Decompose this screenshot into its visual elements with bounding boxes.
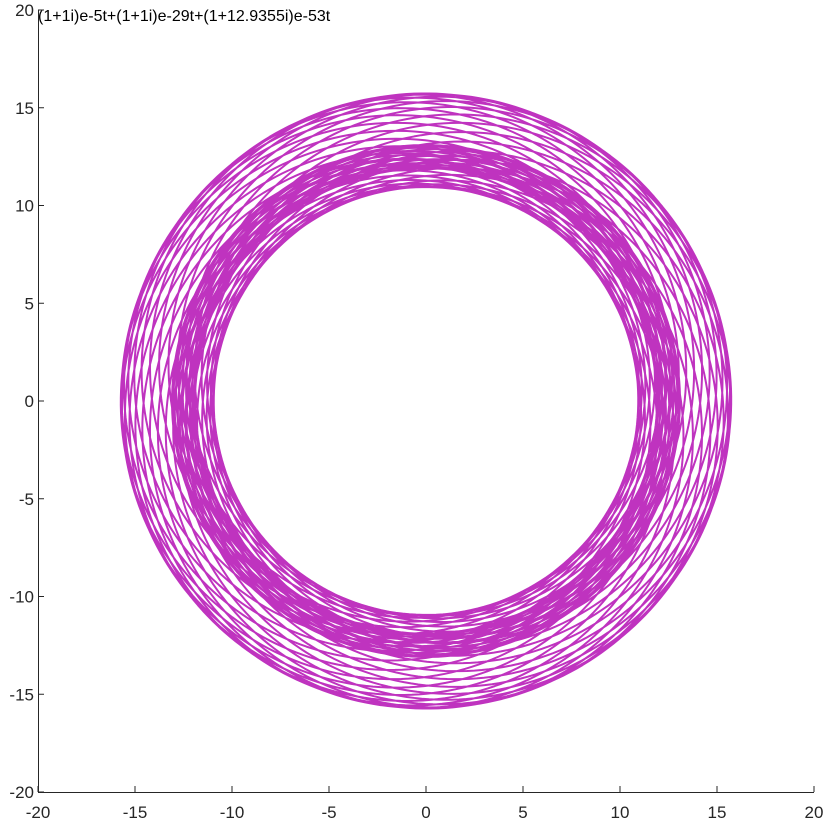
x-tick-label: -20: [26, 803, 51, 822]
x-tick-label: 15: [708, 803, 727, 822]
x-tick-label: 0: [421, 803, 430, 822]
y-tick-label: 10: [15, 197, 34, 216]
y-tick-label: -20: [9, 783, 34, 802]
x-tick-label: -15: [123, 803, 148, 822]
y-tick-label: 0: [25, 392, 34, 411]
y-tick-label: 5: [25, 294, 34, 313]
y-tick-label: -5: [19, 490, 34, 509]
x-tick-label: 20: [805, 803, 824, 822]
x-tick-label: 10: [611, 803, 630, 822]
x-tick-label: -10: [220, 803, 245, 822]
chart-title: (1+1i)e-5t+(1+1i)e-29t+(1+12.9355i)e-53t: [38, 8, 331, 25]
y-tick-label: -10: [9, 588, 34, 607]
y-tick-label: -15: [9, 685, 34, 704]
x-tick-label: -5: [321, 803, 336, 822]
curve-layer: [119, 92, 733, 710]
y-tick-label: 15: [15, 99, 34, 118]
x-tick-label: 5: [518, 803, 527, 822]
y-tick-label: 20: [15, 1, 34, 20]
ticks-layer: -20 -15 -10 -5 0 5 10 15 20 -20 -15 -10 -5 0 5 10 15 20: [9, 1, 823, 822]
series-curve: [119, 92, 733, 710]
